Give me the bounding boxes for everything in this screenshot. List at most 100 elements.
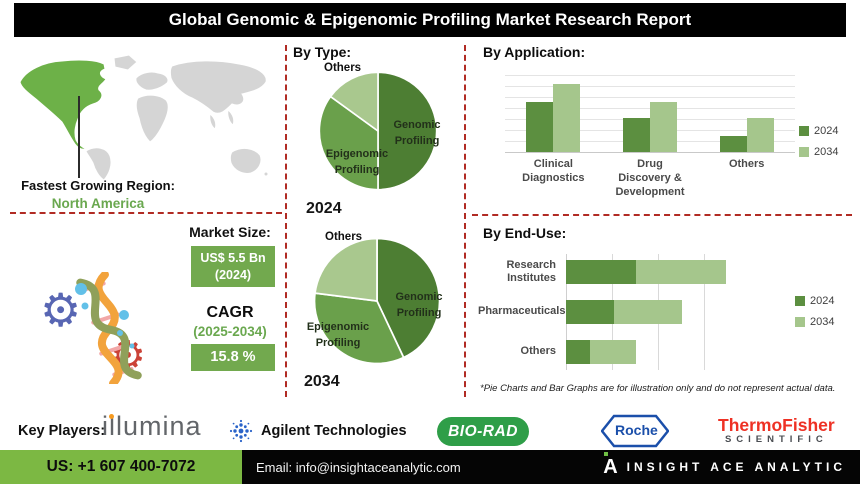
legend-entry: 2034: [799, 146, 838, 158]
divider-left-column: [10, 212, 282, 214]
bar-2034: [553, 84, 581, 152]
agilent-spark-icon: [229, 419, 253, 443]
category-label: Others: [728, 158, 765, 170]
market-size-value: US$ 5.5 Bn: [200, 251, 266, 266]
bar-row: Pharmaceuticals: [478, 297, 812, 327]
section-heading-by-end-use: By End-Use:: [483, 225, 567, 241]
bar-segment-2024: [566, 260, 636, 284]
disclaimer-footnote: *Pie Charts and Bar Graphs are for illus…: [480, 383, 836, 394]
category-label: Research Institutes: [506, 258, 556, 284]
bar-track: [566, 260, 750, 284]
legend-by-end-use: 2024 2034: [795, 295, 834, 328]
bar-row: Research Institutes: [478, 257, 812, 287]
legend-label: 2034: [810, 316, 835, 328]
pie-slice: [318, 95, 379, 191]
bar-group: [622, 74, 677, 152]
category-label: Drug Discovery & Development: [615, 158, 685, 198]
market-size-year: (2024): [214, 267, 252, 282]
brand-dot-icon: [604, 452, 609, 456]
market-size-heading: Market Size:: [189, 224, 271, 240]
agilent-text: Agilent Technologies: [261, 423, 407, 439]
key-players-label: Key Players:: [18, 423, 106, 439]
category-label: Pharmaceuticals: [478, 305, 566, 318]
footer-bar: Email: info@insightaceanalytic.com A INS…: [242, 450, 860, 484]
pie-chart-by-type-2034: [313, 237, 441, 365]
bar-2034: [649, 102, 677, 152]
map-australia: [229, 147, 262, 174]
legend-swatch: [795, 296, 805, 306]
legend-swatch: [799, 147, 809, 157]
brand-mark-icon: A: [603, 452, 618, 477]
logo-thermo-fisher: ThermoFisher SCIENTIFIC: [718, 415, 835, 446]
map-asia: [169, 60, 267, 114]
bar-track: [566, 300, 750, 324]
bar-track: [566, 340, 750, 364]
bar-group: [526, 74, 581, 152]
legend-label: 2024: [810, 295, 835, 307]
gear-icon-blue: ⚙: [40, 284, 82, 336]
thermo-scientific-text: SCIENTIFIC: [724, 434, 828, 446]
bar-segment-2024: [566, 340, 590, 364]
bar-2024: [526, 102, 554, 152]
bar-2034: [746, 118, 774, 152]
footer-phone: US: +1 607 400-7072: [0, 450, 242, 484]
legend-swatch: [799, 126, 809, 136]
cagr-value: 15.8 %: [210, 349, 256, 366]
pie-slice: [313, 292, 405, 365]
pie-2024-label-genomic: Genomic Profiling: [393, 119, 441, 147]
footer-email: Email: info@insightaceanalytic.com: [256, 459, 461, 475]
section-heading-by-application: By Application:: [483, 44, 586, 60]
map-new-zealand: [263, 171, 269, 177]
thermo-fisher-text: ThermoFisher: [718, 415, 835, 435]
category-label: Clinical Diagnostics: [522, 158, 585, 184]
pie-2034-label-epigenomic: Epigenomic Profiling: [306, 321, 370, 349]
pie-slice: [329, 71, 379, 132]
divider-right-column: [472, 214, 852, 216]
section-heading-by-type: By Type:: [293, 44, 352, 60]
map-greenland: [113, 54, 138, 71]
logo-illumina: illumina: [102, 411, 202, 441]
legend-label: 2034: [814, 146, 839, 158]
legend-label: 2024: [814, 125, 839, 137]
bar-chart-by-end-use: Research Institutes Pharmaceuticals Others: [478, 254, 812, 370]
cagr-value-box: 15.8 %: [191, 344, 275, 371]
market-size-value-box: US$ 5.5 Bn (2024): [191, 246, 275, 287]
pie-2024-label-epigenomic: Epigenomic Profiling: [325, 148, 389, 176]
category-label: Others: [520, 345, 556, 358]
pie-2034-label-genomic: Genomic Profiling: [395, 291, 443, 319]
pie-2024-year-label: 2024: [306, 200, 342, 217]
legend-by-application: 2024 2034: [799, 125, 838, 158]
bar-chart-category-labels: Clinical Diagnostics Drug Discovery & Dev…: [505, 158, 795, 199]
map-india: [209, 113, 217, 130]
roche-text: Roche: [615, 422, 658, 438]
region-label: Fastest Growing Region:: [21, 178, 175, 193]
pie-slice: [377, 71, 438, 191]
bar-group: [719, 74, 774, 152]
pie-slice: [314, 237, 378, 302]
report-title: Global Genomic & Epigenomic Profiling Ma…: [14, 3, 846, 37]
pie-2034-year-label: 2034: [304, 373, 340, 390]
illumina-dot-icon: [109, 414, 114, 419]
bar-2024: [622, 118, 650, 152]
map-africa: [135, 94, 169, 143]
legend-entry: 2024: [799, 125, 838, 137]
logo-roche: Roche: [600, 414, 670, 453]
divider-vertical-left: [285, 45, 287, 397]
world-map: [19, 54, 269, 181]
cagr-period: (2025-2034): [193, 324, 267, 339]
pie-slice: [376, 237, 441, 359]
bar-2024: [719, 136, 747, 152]
map-north-america-highlight: [19, 59, 107, 150]
pie-chart-by-type-2024: [318, 71, 438, 191]
bar-segment-2034: [635, 260, 727, 284]
brand-text: INSIGHT ACE ANALYTIC: [626, 460, 846, 474]
roche-hexagon-icon: [600, 414, 670, 448]
map-south-america: [85, 147, 112, 181]
logo-agilent: Agilent Technologies: [228, 418, 407, 444]
legend-entry: 2024: [795, 295, 834, 307]
bar-row: Others: [478, 337, 812, 367]
map-europe: [135, 71, 169, 91]
bar-segment-2034: [613, 300, 682, 324]
legend-entry: 2034: [795, 316, 834, 328]
region-value: North America: [51, 195, 145, 211]
